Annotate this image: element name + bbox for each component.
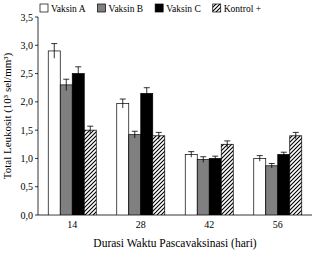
legend-swatch	[40, 4, 48, 12]
bar	[84, 130, 96, 215]
error-bar	[269, 164, 275, 169]
error-bar	[257, 156, 263, 162]
y-tick	[35, 130, 38, 131]
bar	[141, 93, 153, 215]
bar	[197, 160, 209, 215]
bar	[153, 136, 165, 215]
bar	[129, 135, 141, 215]
bar	[72, 74, 84, 215]
bar	[290, 136, 302, 215]
bar	[117, 104, 129, 215]
legend-label: Kontrol +	[224, 4, 261, 14]
y-tick	[35, 45, 38, 46]
error-bar	[156, 132, 162, 139]
y-tick	[35, 17, 38, 18]
chart: 0,0 0,5 1,0 1,5 2,0 2,5 3,0 3,5 14 28 42 56 Vaksin A…	[0, 0, 317, 256]
x-tick-label: 42	[204, 219, 214, 230]
legend-label: Vaksin B	[109, 4, 144, 14]
y-tick-label: 2,5	[21, 68, 34, 79]
error-bar	[120, 99, 126, 108]
error-bar	[200, 157, 206, 163]
bar	[266, 166, 278, 215]
error-bars	[51, 44, 299, 168]
error-bar	[224, 141, 230, 148]
error-bar	[63, 79, 69, 90]
error-bar	[87, 126, 93, 134]
error-bar	[132, 131, 138, 138]
y-tick	[35, 215, 38, 216]
y-tick	[35, 158, 38, 159]
legend-swatch	[155, 4, 163, 12]
error-bar	[212, 156, 218, 161]
x-tick-label: 14	[67, 219, 77, 230]
y-tick-label: 1,5	[21, 125, 34, 136]
bar	[48, 51, 60, 215]
y-tick-label: 2,0	[21, 96, 34, 107]
y-axis-label: Total Leukosit (10³ sel/mm³)	[1, 52, 14, 179]
error-bar	[144, 88, 150, 99]
y-tick-label: 0,5	[21, 181, 34, 192]
y-tick-label: 0,0	[21, 210, 34, 221]
legend-label: Vaksin C	[166, 4, 201, 14]
error-bar	[51, 44, 57, 59]
error-bar	[281, 152, 287, 157]
bars	[48, 51, 302, 215]
y-tick	[35, 73, 38, 74]
y-tick-label: 3,0	[21, 40, 34, 51]
y-axis	[38, 17, 39, 215]
y-tick	[35, 186, 38, 187]
bar	[254, 158, 266, 215]
bar	[278, 154, 290, 215]
y-tick-label: 3,5	[21, 12, 34, 23]
x-tick-label: 56	[273, 219, 283, 230]
bar	[209, 158, 221, 215]
x-tick-label: 28	[136, 219, 146, 230]
x-axis-label: Durasi Waktu Pascavaksinasi (hari)	[93, 237, 257, 250]
error-bar	[293, 132, 299, 139]
bar	[221, 144, 233, 215]
bar	[60, 85, 72, 215]
bar	[185, 154, 197, 215]
error-bar	[75, 67, 81, 81]
y-tick-label: 1,0	[21, 153, 34, 164]
legend-label: Vaksin A	[51, 4, 86, 14]
error-bar	[188, 152, 194, 158]
legend-swatch	[213, 4, 221, 12]
legend-swatch	[98, 4, 106, 12]
y-tick	[35, 101, 38, 102]
